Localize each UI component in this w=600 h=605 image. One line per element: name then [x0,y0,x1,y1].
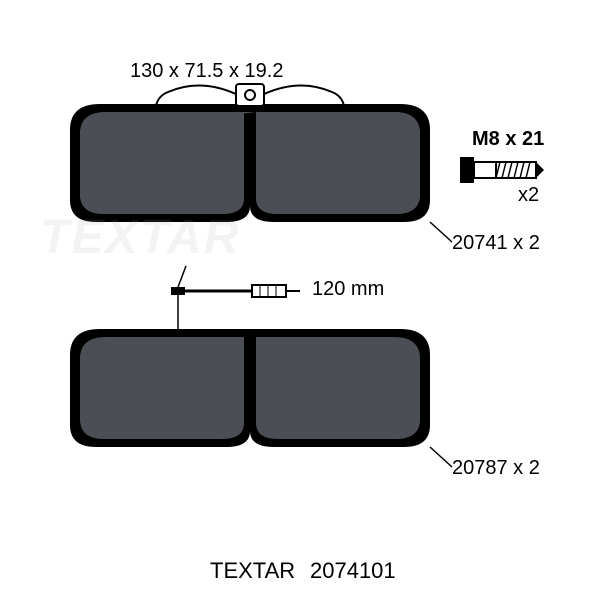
diagram-canvas: TEXTAR [0,0,600,600]
bottom-pad-code-label: 20787 x 2 [452,457,540,480]
leader-bottom-pad [430,447,452,467]
wear-sensor [171,266,300,329]
bolt-icon [460,157,544,183]
dimensions-label: 130 x 71.5 x 19.2 [130,60,283,83]
watermark-text: TEXTAR [40,210,240,265]
brand-label: TEXTAR [210,558,295,584]
bolt-qty-label: x2 [518,184,539,207]
diagram-svg [0,0,600,600]
bolt-spec-label: M8 x 21 [472,128,544,151]
part-number-label: 2074101 [310,558,396,584]
bottom-pad-friction-left [80,337,244,439]
leader-top-pad [430,222,452,242]
clip-tab [156,84,344,106]
bottom-pad-friction-right [256,337,420,439]
wire-length-label: 120 mm [312,278,384,301]
top-pad-friction-left [80,112,244,214]
top-pad-friction-right [256,112,420,214]
top-pad-code-label: 20741 x 2 [452,232,540,255]
